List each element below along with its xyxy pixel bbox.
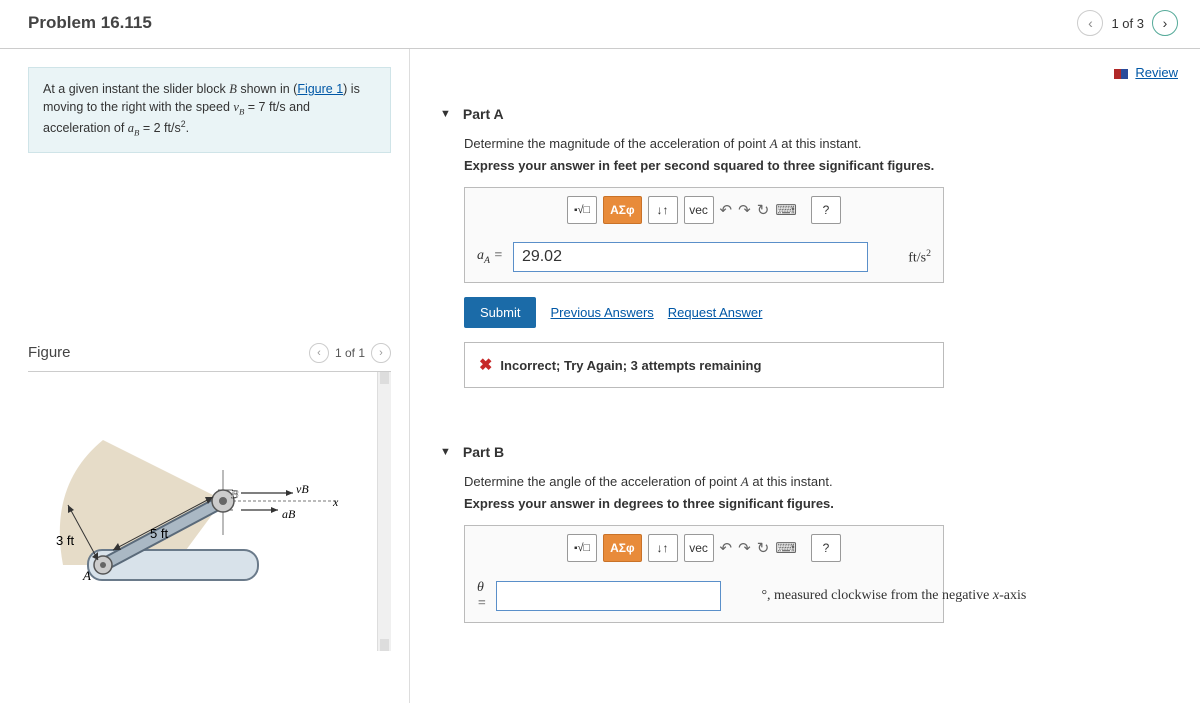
help-button[interactable]: ? <box>811 196 841 224</box>
reset-button[interactable]: ↻ <box>757 539 770 557</box>
figure-next-button[interactable]: › <box>371 343 391 363</box>
part-a-instructions: Express your answer in feet per second s… <box>464 158 1178 173</box>
part-b-units: °, measured clockwise from the negative … <box>761 588 1026 604</box>
subscript-button[interactable]: ↓↑ <box>648 196 678 224</box>
part-b-var-label: θ = <box>477 580 486 612</box>
incorrect-icon: ✖ <box>479 355 492 375</box>
flag-icon <box>1114 69 1128 79</box>
part-a-var-label: aA = <box>477 248 503 266</box>
part-b-input[interactable] <box>496 581 721 611</box>
templates-button[interactable]: ▪√□ <box>567 196 597 224</box>
part-a-prompt: Determine the magnitude of the accelerat… <box>464 136 1178 152</box>
undo-button[interactable]: ↶ <box>720 201 733 219</box>
part-b-answer-box: ▪√□ ΑΣφ ↓↑ vec ↶ ↷ ↻ ⌨ ? θ = °, measured… <box>464 525 944 623</box>
svg-text:x: x <box>332 495 339 509</box>
part-b-prompt: Determine the angle of the acceleration … <box>464 474 1178 490</box>
figure-scrollbar[interactable] <box>377 372 391 651</box>
figure-link[interactable]: Figure 1 <box>297 82 343 96</box>
figure-nav: ‹ 1 of 1 › <box>309 343 391 363</box>
undo-button[interactable]: ↶ <box>720 539 733 557</box>
part-a-answer-box: ▪√□ ΑΣφ ↓↑ vec ↶ ↷ ↻ ⌨ ? aA = ft/s2 <box>464 187 944 283</box>
prev-page-button[interactable]: ‹ <box>1077 10 1103 36</box>
request-answer-link[interactable]: Request Answer <box>668 305 763 320</box>
part-a-feedback: ✖ Incorrect; Try Again; 3 attempts remai… <box>464 342 944 388</box>
svg-text:A: A <box>82 568 91 583</box>
problem-statement: At a given instant the slider block B sh… <box>28 67 391 153</box>
caret-down-icon: ▼ <box>440 108 451 120</box>
page-count: 1 of 3 <box>1111 16 1144 31</box>
previous-answers-link[interactable]: Previous Answers <box>550 305 653 320</box>
subscript-button[interactable]: ↓↑ <box>648 534 678 562</box>
redo-button[interactable]: ↷ <box>738 539 751 557</box>
part-a-input[interactable] <box>513 242 868 272</box>
part-a-header[interactable]: ▼ Part A <box>440 98 1178 130</box>
part-b-instructions: Express your answer in degrees to three … <box>464 496 1178 511</box>
figure-prev-button[interactable]: ‹ <box>309 343 329 363</box>
templates-button[interactable]: ▪√□ <box>567 534 597 562</box>
greek-button[interactable]: ΑΣφ <box>603 196 641 224</box>
reset-button[interactable]: ↻ <box>757 201 770 219</box>
page-indicator: ‹ 1 of 3 › <box>1077 10 1178 36</box>
figure-diagram: 3 ft 5 ft A B vB aB x <box>48 410 348 610</box>
part-a-submit-button[interactable]: Submit <box>464 297 536 328</box>
figure-canvas: 3 ft 5 ft A B vB aB x <box>28 371 391 651</box>
part-a-units: ft/s2 <box>908 248 931 267</box>
next-page-button[interactable]: › <box>1152 10 1178 36</box>
caret-down-icon: ▼ <box>440 446 451 458</box>
svg-text:3 ft: 3 ft <box>56 533 74 548</box>
help-button[interactable]: ? <box>811 534 841 562</box>
svg-text:vB: vB <box>296 482 309 496</box>
problem-title: Problem 16.115 <box>28 13 152 33</box>
figure-title: Figure <box>28 344 71 361</box>
svg-text:aB: aB <box>282 507 296 521</box>
keyboard-button[interactable]: ⌨ <box>775 539 797 557</box>
keyboard-button[interactable]: ⌨ <box>775 201 797 219</box>
part-b-header[interactable]: ▼ Part B <box>440 436 1178 468</box>
vec-button[interactable]: vec <box>684 534 714 562</box>
svg-text:B: B <box>231 487 239 501</box>
vec-button[interactable]: vec <box>684 196 714 224</box>
review-link[interactable]: Review <box>1135 65 1178 80</box>
greek-button[interactable]: ΑΣφ <box>603 534 641 562</box>
svg-text:5 ft: 5 ft <box>150 526 168 541</box>
redo-button[interactable]: ↷ <box>738 201 751 219</box>
